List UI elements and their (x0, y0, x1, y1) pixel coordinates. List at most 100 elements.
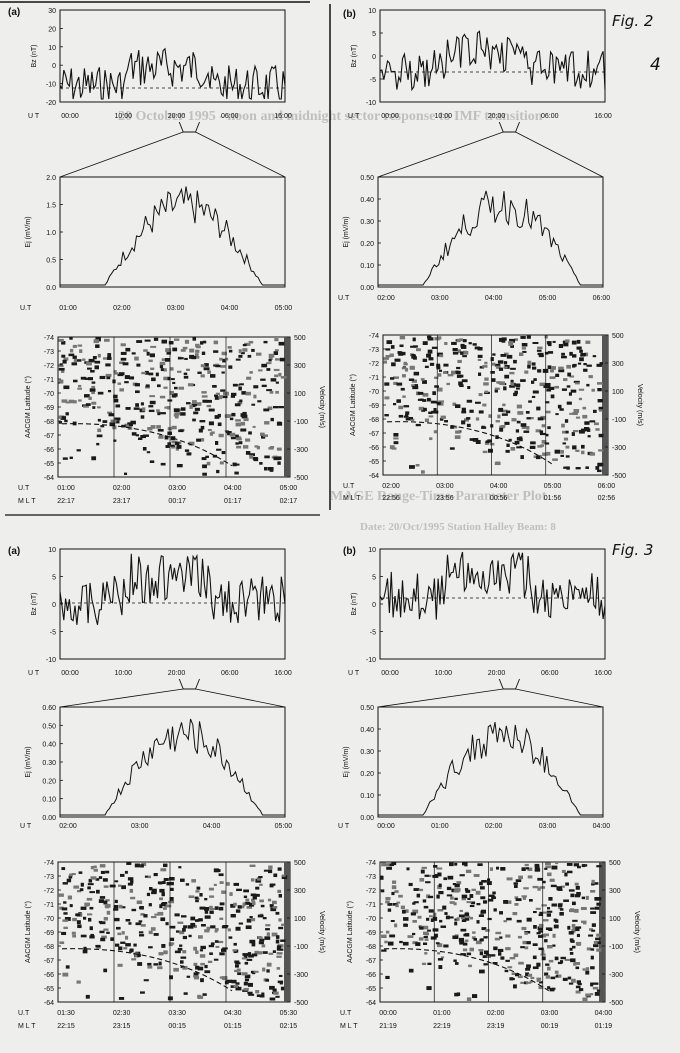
panel-4-echo (381, 949, 387, 952)
panel-1-echo (118, 372, 125, 376)
panel-1-echo (214, 396, 220, 400)
panel-2-echo (397, 351, 402, 354)
panel-1-echo (231, 392, 237, 396)
panel-3-echo (158, 961, 162, 966)
panel-3-echo (177, 921, 184, 924)
panel-1-rtp-ut-label: U.T (18, 485, 30, 492)
panel-3-echo (99, 896, 106, 899)
panel-2-echo (545, 433, 549, 437)
panel-4-echo (547, 872, 552, 877)
panel-2-echo (477, 358, 482, 361)
panel-3-echo (259, 938, 265, 942)
panel-3-echo (143, 979, 149, 982)
panel-3-echo (99, 921, 106, 925)
panel-1-echo (171, 425, 177, 430)
panel-2-echo (501, 413, 508, 416)
panel-4-echo (548, 927, 553, 932)
panel-4-rtp-lat-label-6: -68 (366, 944, 376, 951)
panel-1-echo (218, 433, 224, 438)
panel-3-echo (249, 902, 255, 907)
panel-1-rtp-mlt-tick-3: 01:17 (224, 498, 242, 505)
panel-1-echo (228, 365, 233, 369)
panel-4-echo (596, 902, 601, 906)
panel-1-echo (114, 372, 119, 375)
panel-4-echo (557, 903, 563, 907)
panel-3-echo (163, 878, 169, 881)
panel-1-echo (200, 374, 205, 378)
panel-1-echo (192, 337, 197, 341)
panel-2-echo (396, 399, 401, 403)
panel-2-echo (542, 452, 548, 456)
panel-4-echo (545, 862, 551, 866)
panel-3-rtp-lat-label-6: -68 (44, 944, 54, 951)
panel-4-bz-ut-label: U T (348, 670, 360, 677)
panel-4-zoom-line-right (515, 688, 604, 708)
panel-3-echo (78, 871, 83, 874)
panel-4-rtp-lat-label-2: -72 (366, 888, 376, 895)
panel-1-echo (236, 445, 242, 449)
panel-3-rtp-mlt-tick-0: 22:15 (57, 1023, 75, 1030)
panel-2-echo (401, 367, 407, 370)
panel-4-echo (489, 867, 494, 871)
panel-1-echo (193, 411, 199, 415)
panel-4-rtp-lat-label-5: -69 (366, 930, 376, 937)
panel-4-echo (460, 928, 467, 932)
panel-2-echo (506, 354, 513, 359)
panel-4-echo (593, 941, 598, 944)
panel-3-echo (85, 994, 90, 999)
panel-2-echo (520, 455, 524, 460)
panel-1-rtp-lat-label-1: -73 (44, 349, 54, 356)
panel-4-echo (551, 987, 556, 990)
panel-1-echo (97, 428, 102, 433)
panel-1-echo (262, 434, 269, 437)
panel-2-echo (551, 366, 556, 370)
panel-4-rtp-lat-label-1: -73 (366, 874, 376, 881)
panel-4-echo (573, 863, 580, 867)
panel-3-bz-xtick-2: 20:00 (168, 670, 186, 677)
panel-3-echo (233, 882, 240, 886)
panel-1-echo (171, 394, 177, 398)
panel-2-echo (444, 420, 449, 423)
panel-2-echo (422, 399, 427, 402)
panel-1-echo (150, 367, 155, 370)
panel-1-echo (58, 421, 63, 424)
panel-4-echo (412, 932, 416, 936)
panel-1-echo (274, 338, 279, 342)
panel-1-echo (197, 371, 202, 374)
panel-3-echo (148, 903, 152, 907)
panel-4-ej-ytick-label-1: 0.40 (360, 727, 374, 734)
panel-3-bz-xtick-3: 06:00 (221, 670, 239, 677)
panel-4-echo (392, 880, 397, 884)
panel-1-echo (63, 385, 70, 390)
panel-2-echo (526, 335, 531, 339)
panel-4-echo (555, 919, 559, 923)
panel-3-echo (209, 952, 213, 955)
panel-3-echo (133, 943, 137, 947)
panel-1-echo (224, 357, 229, 361)
panel-4-echo (541, 956, 546, 961)
panel-1-echo (256, 446, 260, 450)
panel-4-echo (575, 966, 580, 970)
panel-2-echo (539, 430, 544, 434)
panel-1-echo (268, 359, 272, 362)
panel-1-echo (268, 357, 273, 360)
panel-4-ej-ytick-label-5: 0.00 (360, 815, 374, 822)
panel-1-echo (242, 348, 248, 352)
panel-1-echo (264, 421, 270, 425)
panel-2-echo (463, 351, 469, 355)
panel-2-rtp-lat-label-5: -69 (369, 403, 379, 410)
panel-3-echo (169, 925, 176, 929)
panel-3-echo (244, 901, 251, 905)
panel-1-echo (278, 406, 284, 409)
panel-4-echo (532, 943, 538, 947)
panel-3-echo (276, 945, 282, 949)
panel-3-echo (208, 887, 214, 891)
panel-3-echo (214, 929, 218, 933)
panel-2-echo (516, 387, 520, 390)
panel-3-echo (258, 941, 264, 945)
panel-2-ej-frame (377, 176, 604, 288)
panel-1-ej-xtick-0: 01:00 (59, 305, 77, 312)
panel-1-echo (232, 383, 238, 387)
panel-3-echo (178, 866, 182, 869)
panel-3-zoom-bracket (178, 678, 200, 690)
